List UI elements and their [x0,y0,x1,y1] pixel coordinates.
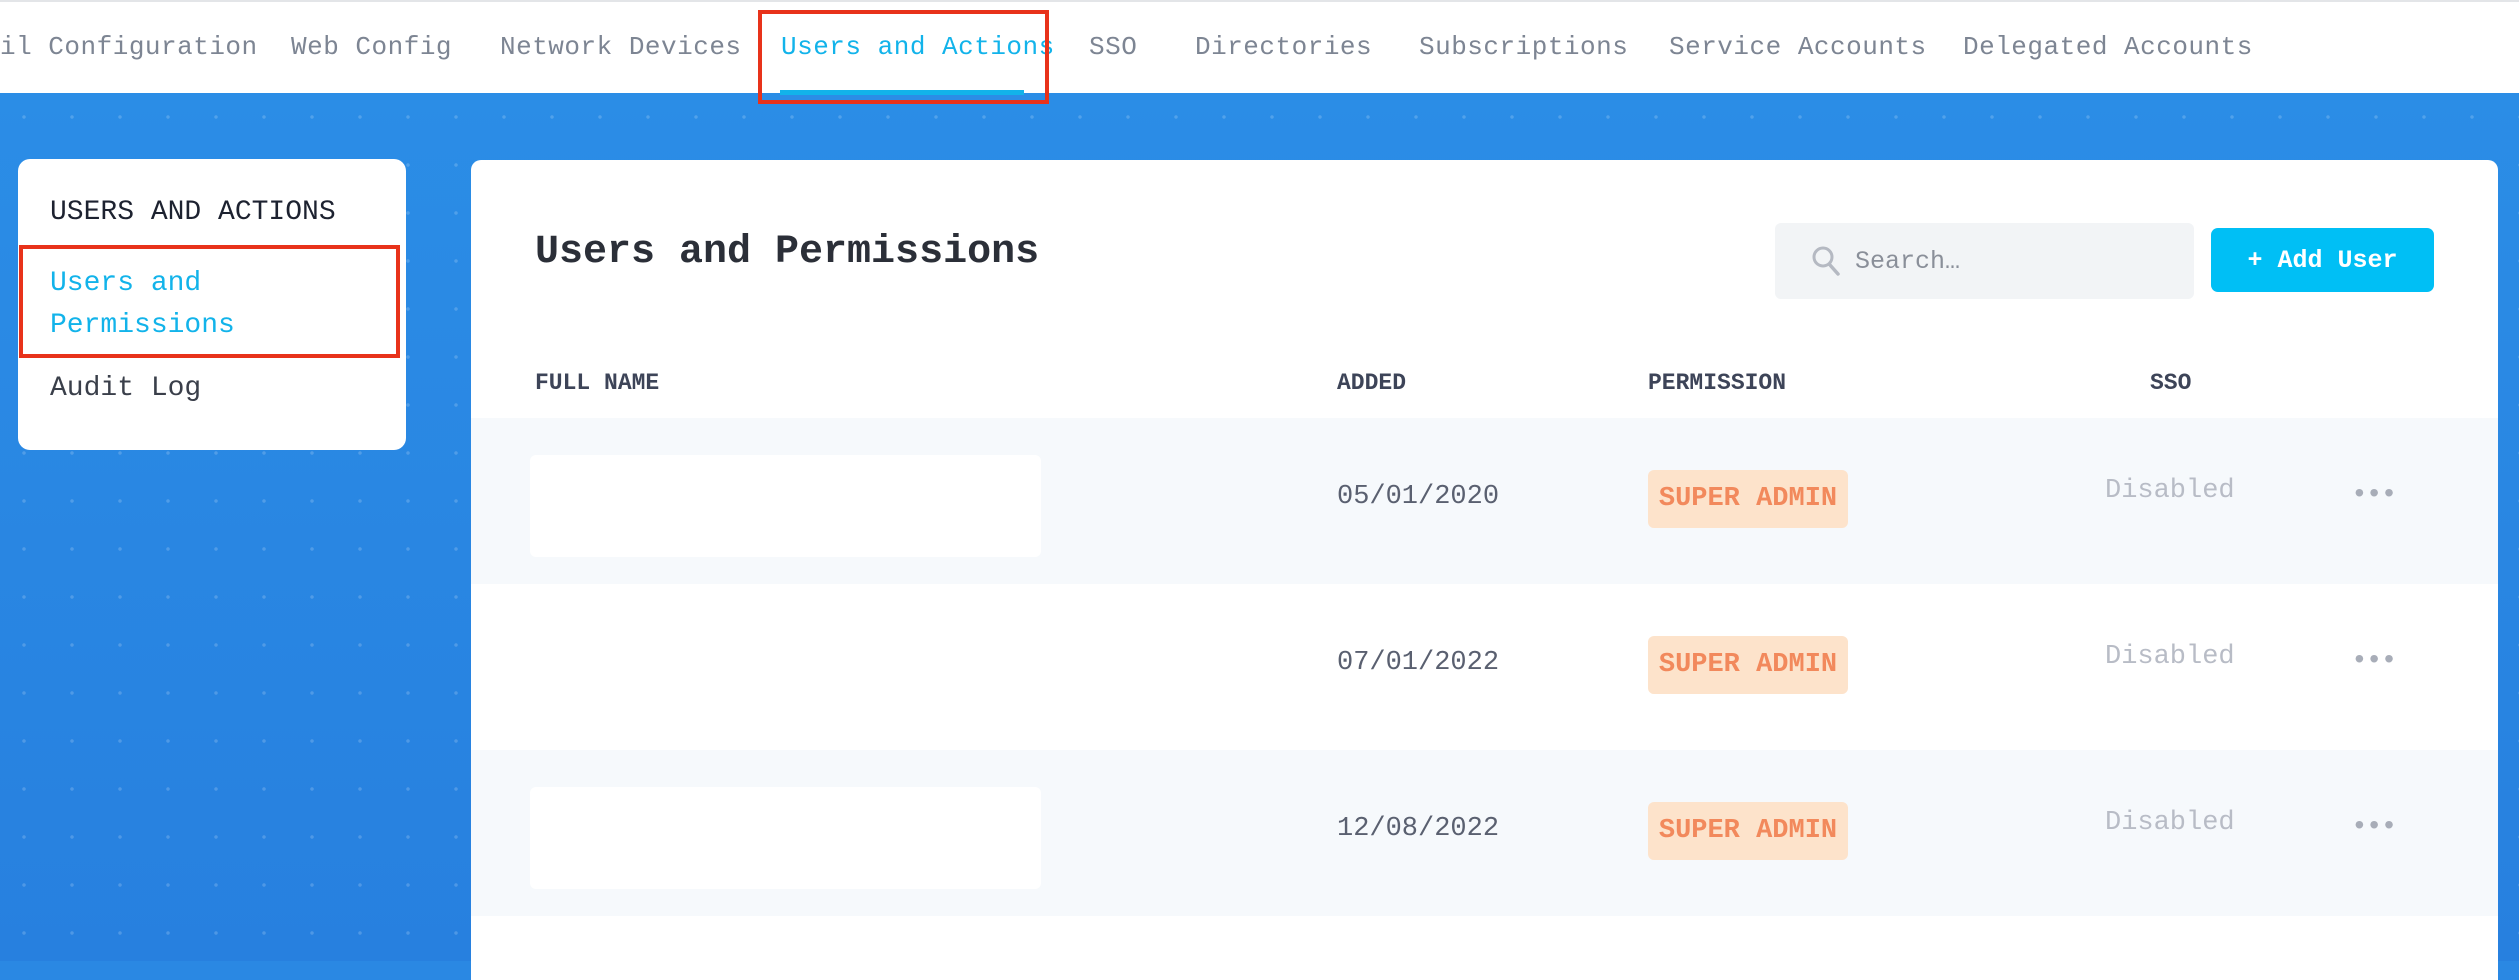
sidebar-item-audit-log[interactable]: Audit Log [50,373,202,404]
tab-sso[interactable]: SSO [1089,32,1138,62]
table-row: 07/01/2022 SUPER ADMIN Disabled ••• [471,584,2498,750]
sidebar-heading: USERS AND ACTIONS [50,197,336,228]
tab-email-configuration[interactable]: il Configuration [0,32,258,62]
main-panel: Users and Permissions + Add User FULL NA… [471,160,2498,980]
search-box[interactable] [1775,223,2194,299]
sso-status: Disabled [2105,476,2235,506]
tab-service-accounts[interactable]: Service Accounts [1669,32,1927,62]
more-options-icon[interactable]: ••• [2351,812,2397,843]
permission-badge: SUPER ADMIN [1648,636,1848,694]
permission-badge: SUPER ADMIN [1648,802,1848,860]
column-header-sso: SSO [2150,370,2192,396]
tab-directories[interactable]: Directories [1195,32,1373,62]
sso-status: Disabled [2105,642,2235,672]
added-date: 05/01/2020 [1337,482,1500,512]
permission-badge: SUPER ADMIN [1648,470,1848,528]
tab-delegated-accounts[interactable]: Delegated Accounts [1963,32,2253,62]
column-header-added: ADDED [1337,370,1407,396]
more-options-icon[interactable]: ••• [2351,480,2397,511]
more-options-icon[interactable]: ••• [2351,646,2397,677]
column-header-permission: PERMISSION [1648,370,1787,396]
column-header-full-name: FULL NAME [535,370,660,396]
active-tab-indicator [780,90,1024,95]
table-row: 05/01/2020 SUPER ADMIN Disabled ••• [471,418,2498,584]
tab-users-and-actions[interactable]: Users and Actions [781,32,1055,62]
sso-status: Disabled [2105,808,2235,838]
tab-subscriptions[interactable]: Subscriptions [1419,32,1629,62]
tab-web-config[interactable]: Web Config [291,32,453,62]
tab-network-devices[interactable]: Network Devices [500,32,742,62]
full-name-cell [530,787,1041,889]
table-row: 12/08/2022 SUPER ADMIN Disabled ••• [471,750,2498,916]
added-date: 12/08/2022 [1337,814,1500,844]
sidebar: USERS AND ACTIONS Users and Permissions … [18,159,406,450]
added-date: 07/01/2022 [1337,648,1500,678]
highlight-box-sidebar [19,245,400,358]
page-title: Users and Permissions [535,230,1040,275]
full-name-cell [530,455,1041,557]
add-user-button[interactable]: + Add User [2211,228,2434,292]
search-icon [1812,246,1840,276]
highlight-box-tab [758,10,1049,104]
full-name-cell [530,621,1041,723]
sidebar-item-users-and-permissions[interactable]: Users and Permissions [50,268,235,341]
search-input[interactable] [1855,223,2175,299]
top-nav: il Configuration Web Config Network Devi… [0,0,2519,95]
